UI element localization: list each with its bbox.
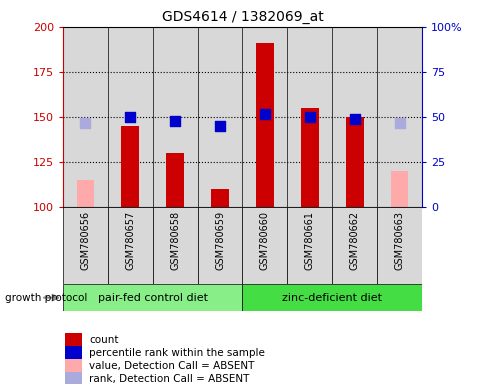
Bar <box>76 180 94 207</box>
Bar <box>121 126 139 207</box>
Bar <box>63 207 107 284</box>
Bar <box>107 207 152 284</box>
Bar <box>390 171 408 207</box>
Point <box>305 114 313 120</box>
Bar <box>332 27 376 207</box>
Title: GDS4614 / 1382069_at: GDS4614 / 1382069_at <box>161 10 323 25</box>
Bar <box>287 207 332 284</box>
Bar <box>152 207 197 284</box>
Bar <box>64 359 81 372</box>
Point <box>260 111 268 117</box>
Point <box>126 114 134 120</box>
Bar <box>242 27 287 207</box>
Text: pair-fed control diet: pair-fed control diet <box>98 293 207 303</box>
Text: percentile rank within the sample: percentile rank within the sample <box>89 348 265 358</box>
Bar <box>242 207 287 284</box>
Point <box>350 116 358 122</box>
Bar <box>63 27 107 207</box>
Bar <box>64 333 81 346</box>
Bar <box>287 27 332 207</box>
Text: GSM780658: GSM780658 <box>170 211 180 270</box>
Text: GSM780657: GSM780657 <box>125 211 135 270</box>
Text: GSM780656: GSM780656 <box>80 211 91 270</box>
Bar <box>197 27 242 207</box>
Text: count: count <box>89 335 119 345</box>
Point <box>171 118 179 124</box>
Text: GSM780661: GSM780661 <box>304 211 314 270</box>
Bar <box>256 43 273 207</box>
Bar <box>107 27 152 207</box>
Bar <box>197 207 242 284</box>
Bar <box>242 284 421 311</box>
Point <box>216 123 224 129</box>
Bar <box>64 346 81 359</box>
Point <box>81 119 89 126</box>
Text: GSM780662: GSM780662 <box>349 211 359 270</box>
Bar <box>376 207 421 284</box>
Bar <box>376 27 421 207</box>
Bar <box>332 207 376 284</box>
Bar <box>63 284 242 311</box>
Text: GSM780663: GSM780663 <box>393 211 404 270</box>
Text: growth protocol: growth protocol <box>5 293 87 303</box>
Text: value, Detection Call = ABSENT: value, Detection Call = ABSENT <box>89 361 254 371</box>
Bar <box>211 189 228 207</box>
Point <box>395 119 403 126</box>
Bar <box>345 117 363 207</box>
Text: GSM780659: GSM780659 <box>214 211 225 270</box>
Bar <box>166 153 184 207</box>
Text: zinc-deficient diet: zinc-deficient diet <box>282 293 381 303</box>
Text: GSM780660: GSM780660 <box>259 211 270 270</box>
Text: rank, Detection Call = ABSENT: rank, Detection Call = ABSENT <box>89 374 249 384</box>
Bar <box>64 372 81 384</box>
Bar <box>300 108 318 207</box>
Bar <box>152 27 197 207</box>
